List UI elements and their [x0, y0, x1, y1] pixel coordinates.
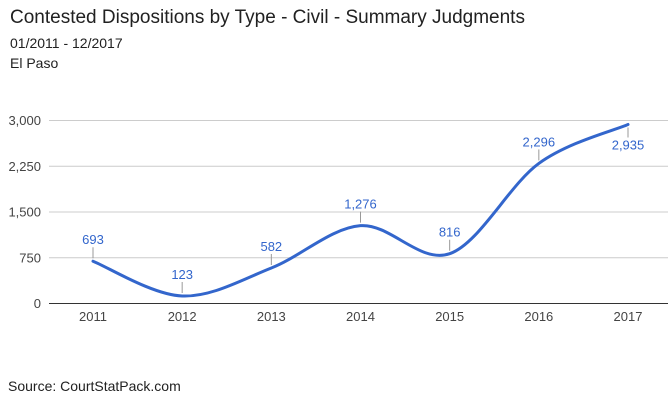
chart-region: El Paso	[10, 55, 59, 71]
x-axis-tick-label: 2011	[79, 309, 107, 324]
point-label: 693	[82, 232, 104, 247]
y-axis-tick-label: 1,500	[8, 205, 41, 220]
y-axis-tick-label: 0	[34, 296, 41, 311]
point-label: 2,935	[612, 137, 645, 152]
series-line[interactable]	[91, 122, 630, 298]
point-label: 816	[439, 225, 461, 240]
y-axis-tick-label: 2,250	[8, 159, 41, 174]
x-axis-tick-label: 2013	[257, 309, 286, 324]
x-axis-tick-label: 2017	[614, 309, 643, 324]
x-axis-tick-label: 2012	[168, 309, 197, 324]
source-note: Source: CourtStatPack.com	[8, 378, 181, 394]
point-label: 1,276	[344, 197, 377, 212]
y-axis-tick-label: 3,000	[8, 113, 41, 128]
y-axis-tick-label: 750	[19, 250, 41, 265]
point-label: 582	[260, 239, 282, 254]
point-label: 2,296	[523, 134, 556, 149]
point-label: 123	[171, 267, 193, 282]
x-axis-tick-label: 2016	[524, 309, 553, 324]
x-axis-tick-label: 2014	[346, 309, 375, 324]
chart-date-range: 01/2011 - 12/2017	[10, 35, 123, 51]
x-axis-tick-label: 2015	[435, 309, 464, 324]
chart-title: Contested Dispositions by Type - Civil -…	[10, 7, 525, 28]
